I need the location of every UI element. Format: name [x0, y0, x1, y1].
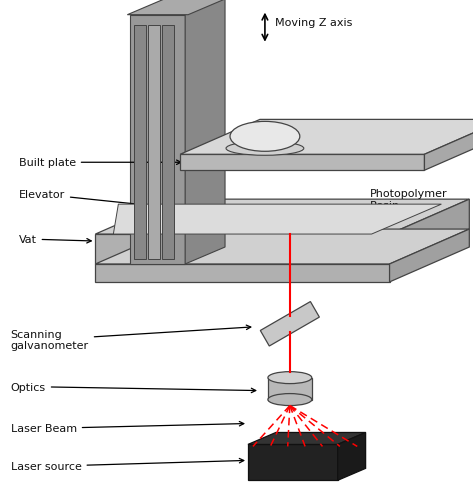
Ellipse shape	[268, 372, 312, 384]
Polygon shape	[95, 229, 469, 265]
Text: Optics: Optics	[11, 382, 256, 393]
Text: Laser source: Laser source	[11, 458, 244, 471]
Polygon shape	[95, 200, 469, 234]
Polygon shape	[148, 26, 160, 260]
Polygon shape	[390, 229, 469, 283]
Polygon shape	[424, 120, 474, 171]
Text: Vat: Vat	[18, 234, 91, 244]
Polygon shape	[130, 16, 185, 265]
Text: Elevator: Elevator	[18, 190, 181, 211]
Text: Scanning
galvanometer: Scanning galvanometer	[11, 326, 251, 351]
Text: Moving Z axis: Moving Z axis	[275, 18, 352, 28]
Polygon shape	[95, 265, 390, 283]
Polygon shape	[337, 432, 365, 480]
Text: Photopolymer
Resin: Photopolymer Resin	[334, 189, 447, 215]
Polygon shape	[130, 0, 225, 16]
Polygon shape	[128, 0, 228, 16]
Polygon shape	[248, 444, 337, 480]
Polygon shape	[248, 432, 365, 444]
Polygon shape	[185, 0, 225, 265]
Polygon shape	[95, 234, 390, 265]
Polygon shape	[113, 205, 441, 234]
Polygon shape	[180, 155, 424, 171]
Polygon shape	[390, 200, 469, 265]
Text: Laser Beam: Laser Beam	[11, 422, 244, 433]
Polygon shape	[260, 302, 319, 346]
Ellipse shape	[268, 394, 312, 406]
Polygon shape	[180, 120, 474, 155]
Polygon shape	[268, 378, 312, 400]
Ellipse shape	[226, 142, 304, 156]
Ellipse shape	[230, 122, 300, 152]
Text: Built plate: Built plate	[18, 158, 181, 168]
Polygon shape	[134, 26, 146, 260]
Polygon shape	[162, 26, 174, 260]
